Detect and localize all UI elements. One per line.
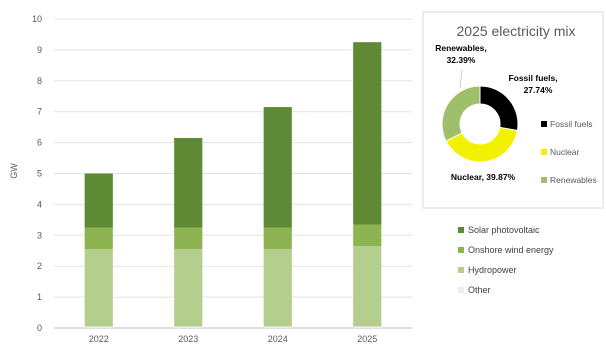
pie-slice [445, 126, 519, 163]
x-tick-label: 2024 [268, 334, 288, 344]
pie-legend: Fossil fuels Nuclear Renewables [541, 119, 597, 185]
legend-label: Other [468, 285, 491, 295]
pie-legend-swatch [541, 149, 547, 155]
bar-segment [174, 326, 203, 328]
bar-segment [84, 173, 113, 228]
legend-label: Hydropower [468, 265, 517, 275]
pie-slice [441, 85, 481, 142]
pie-data-label: Renewables, [435, 43, 487, 53]
legend-label: Solar photovoltaic [468, 225, 540, 235]
pie-legend-label: Nuclear [550, 147, 579, 157]
inset-title: 2025 electricity mix [456, 23, 575, 39]
pie-legend-swatch [541, 177, 547, 183]
y-axis-label: GW [9, 163, 19, 179]
axis-layer: 0 1 2 3 4 5 6 7 8 9 10 2022 2023 2024 2025 [32, 14, 377, 344]
pie-leader-line [459, 69, 463, 89]
grid-layer [54, 18, 412, 329]
pie-inset: 2025 electricity mix Renewables, 32.39% Fo… [422, 11, 604, 209]
y-tick-label: 3 [37, 230, 42, 240]
bar-segment [353, 326, 382, 328]
y-tick-label: 5 [37, 169, 42, 179]
bar-segment [84, 326, 113, 328]
pie-legend-label: Fossil fuels [550, 119, 593, 129]
pie-data-label: 27.74% [524, 85, 553, 95]
legend-swatch [458, 287, 464, 293]
bar-segment [263, 249, 292, 327]
bar-segment [84, 227, 113, 250]
y-tick-label: 2 [37, 261, 42, 271]
y-tick-label: 0 [37, 323, 42, 333]
legend-swatch [458, 267, 464, 273]
pie-data-label: 32.39% [447, 55, 476, 65]
legend-label: Onshore wind energy [468, 245, 554, 255]
y-tick-label: 10 [32, 14, 42, 24]
y-tick-label: 8 [37, 76, 42, 86]
bar-segment [353, 42, 382, 225]
y-tick-label: 9 [37, 45, 42, 55]
legend-swatch [458, 227, 464, 233]
y-tick-label: 6 [37, 138, 42, 148]
y-tick-label: 1 [37, 292, 42, 302]
bar-segment [353, 246, 382, 327]
pie-data-label: Nuclear, 39.87% [451, 172, 516, 182]
bar-segment [263, 326, 292, 328]
bar-legend: Solar photovoltaic Onshore wind energy Hyd… [458, 225, 554, 295]
bar-layer [84, 42, 382, 328]
pie-legend-swatch [541, 121, 547, 127]
x-tick-label: 2023 [178, 334, 198, 344]
pie-data-label: Fossil fuels, [508, 73, 557, 83]
pie-legend-label: Renewables [550, 175, 597, 185]
pie-labels: Renewables, 32.39% Fossil fuels, 27.74% Nucl… [435, 43, 557, 182]
bar-segment [263, 107, 292, 228]
bar-segment [263, 227, 292, 250]
bar-segment [84, 249, 113, 327]
bar-segment [174, 227, 203, 250]
x-tick-label: 2022 [89, 334, 109, 344]
y-tick-label: 4 [37, 199, 42, 209]
bar-segment [174, 249, 203, 327]
x-tick-label: 2025 [357, 334, 377, 344]
legend-swatch [458, 247, 464, 253]
bar-segment [174, 137, 203, 228]
y-tick-label: 7 [37, 107, 42, 117]
bar-segment [353, 224, 382, 247]
pie-layer [441, 85, 519, 163]
